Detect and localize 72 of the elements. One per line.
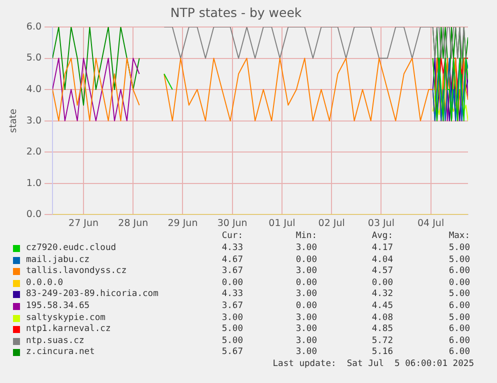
text: 3.00	[294, 347, 317, 358]
text: 0.00	[370, 278, 393, 288]
text: 5.00	[448, 254, 470, 265]
y-tick-label: 4.0	[26, 84, 42, 95]
text: 4.85	[370, 324, 393, 334]
text: Min:	[294, 231, 317, 241]
x-tick-label: 29 Jun	[168, 218, 198, 229]
legend-label: 195.58.34.65	[26, 301, 90, 311]
text: 0.00	[294, 278, 317, 288]
text: 3.67	[220, 301, 243, 311]
text: 5.00	[220, 336, 243, 346]
y-tick-label: 2.0	[26, 146, 42, 158]
text: 3.00	[294, 324, 317, 334]
text: 6.00	[448, 266, 470, 276]
legend-label: saltyskypie.com	[26, 312, 106, 323]
text: 4.04	[370, 254, 393, 265]
y-tick-label: 6.0	[26, 21, 42, 32]
y-tick-label: 3.0	[26, 115, 42, 126]
text: Avg:	[370, 231, 393, 241]
text: 4.32	[370, 289, 393, 300]
text: 5.00	[448, 312, 470, 323]
text: 0.00	[294, 254, 317, 265]
chart-title: NTP states - by week	[170, 4, 302, 20]
y-axis-title: state	[8, 108, 20, 133]
text: 3.00	[220, 312, 243, 323]
text: 3.00	[294, 336, 317, 346]
text: 5.00	[448, 289, 470, 300]
text: 0.00	[220, 278, 243, 288]
text: 0.00	[448, 278, 470, 288]
text: 6.00	[448, 336, 470, 346]
y-tick-label: 0.0	[26, 209, 42, 220]
text: 3.00	[294, 266, 317, 276]
text: Last update: Sat Jul 5 06:00:01 2025	[272, 359, 474, 369]
text: 4.57	[370, 266, 393, 276]
y-tick-label: 1.0	[26, 178, 42, 189]
text: 4.33	[220, 289, 243, 300]
x-tick-label: 03 Jul	[368, 218, 394, 229]
text: 6.00	[448, 324, 470, 334]
text: 3.67	[220, 266, 243, 276]
text: 5.00	[220, 324, 243, 334]
text: 0.00	[294, 301, 317, 311]
x-tick-label: 30 Jun	[217, 218, 248, 229]
x-tick-label: 28 Jun	[118, 218, 148, 229]
x-tick-label: 04 Jul	[418, 218, 444, 229]
legend-label: cz7920.eudc.cloud	[26, 243, 116, 253]
legend-label: mail.jabu.cz	[26, 254, 90, 265]
text: 5.00	[448, 243, 470, 253]
text: Max:	[448, 231, 470, 241]
text: 4.45	[370, 301, 393, 311]
text: 4.17	[370, 243, 393, 253]
x-tick-label: 02 Jul	[318, 218, 345, 229]
legend-label: tallis.lavondyss.cz	[26, 266, 127, 276]
legend-label: 83-249-203-89.hicoria.com	[26, 289, 158, 300]
text: 5.67	[220, 347, 243, 358]
text: 3.00	[294, 243, 317, 253]
x-tick-label: 27 Jun	[68, 218, 98, 229]
text: 6.00	[448, 301, 470, 311]
text: 4.08	[370, 312, 393, 323]
text: 4.67	[220, 254, 243, 265]
text: 4.33	[220, 243, 243, 253]
legend-label: ntp1.karneval.cz	[26, 324, 111, 334]
text: 3.00	[294, 312, 317, 323]
text: 3.00	[294, 289, 317, 300]
text: 6.00	[448, 347, 470, 358]
text: Cur:	[220, 231, 243, 241]
legend-label: 0.0.0.0	[26, 278, 64, 288]
text: 5.16	[370, 347, 393, 358]
x-tick-label: 01 Jul	[268, 218, 296, 229]
legend-label: z.cincura.net	[26, 347, 95, 358]
legend-label: ntp.suas.cz	[26, 336, 84, 346]
text: 5.72	[370, 336, 393, 346]
y-tick-label: 5.0	[26, 52, 42, 64]
